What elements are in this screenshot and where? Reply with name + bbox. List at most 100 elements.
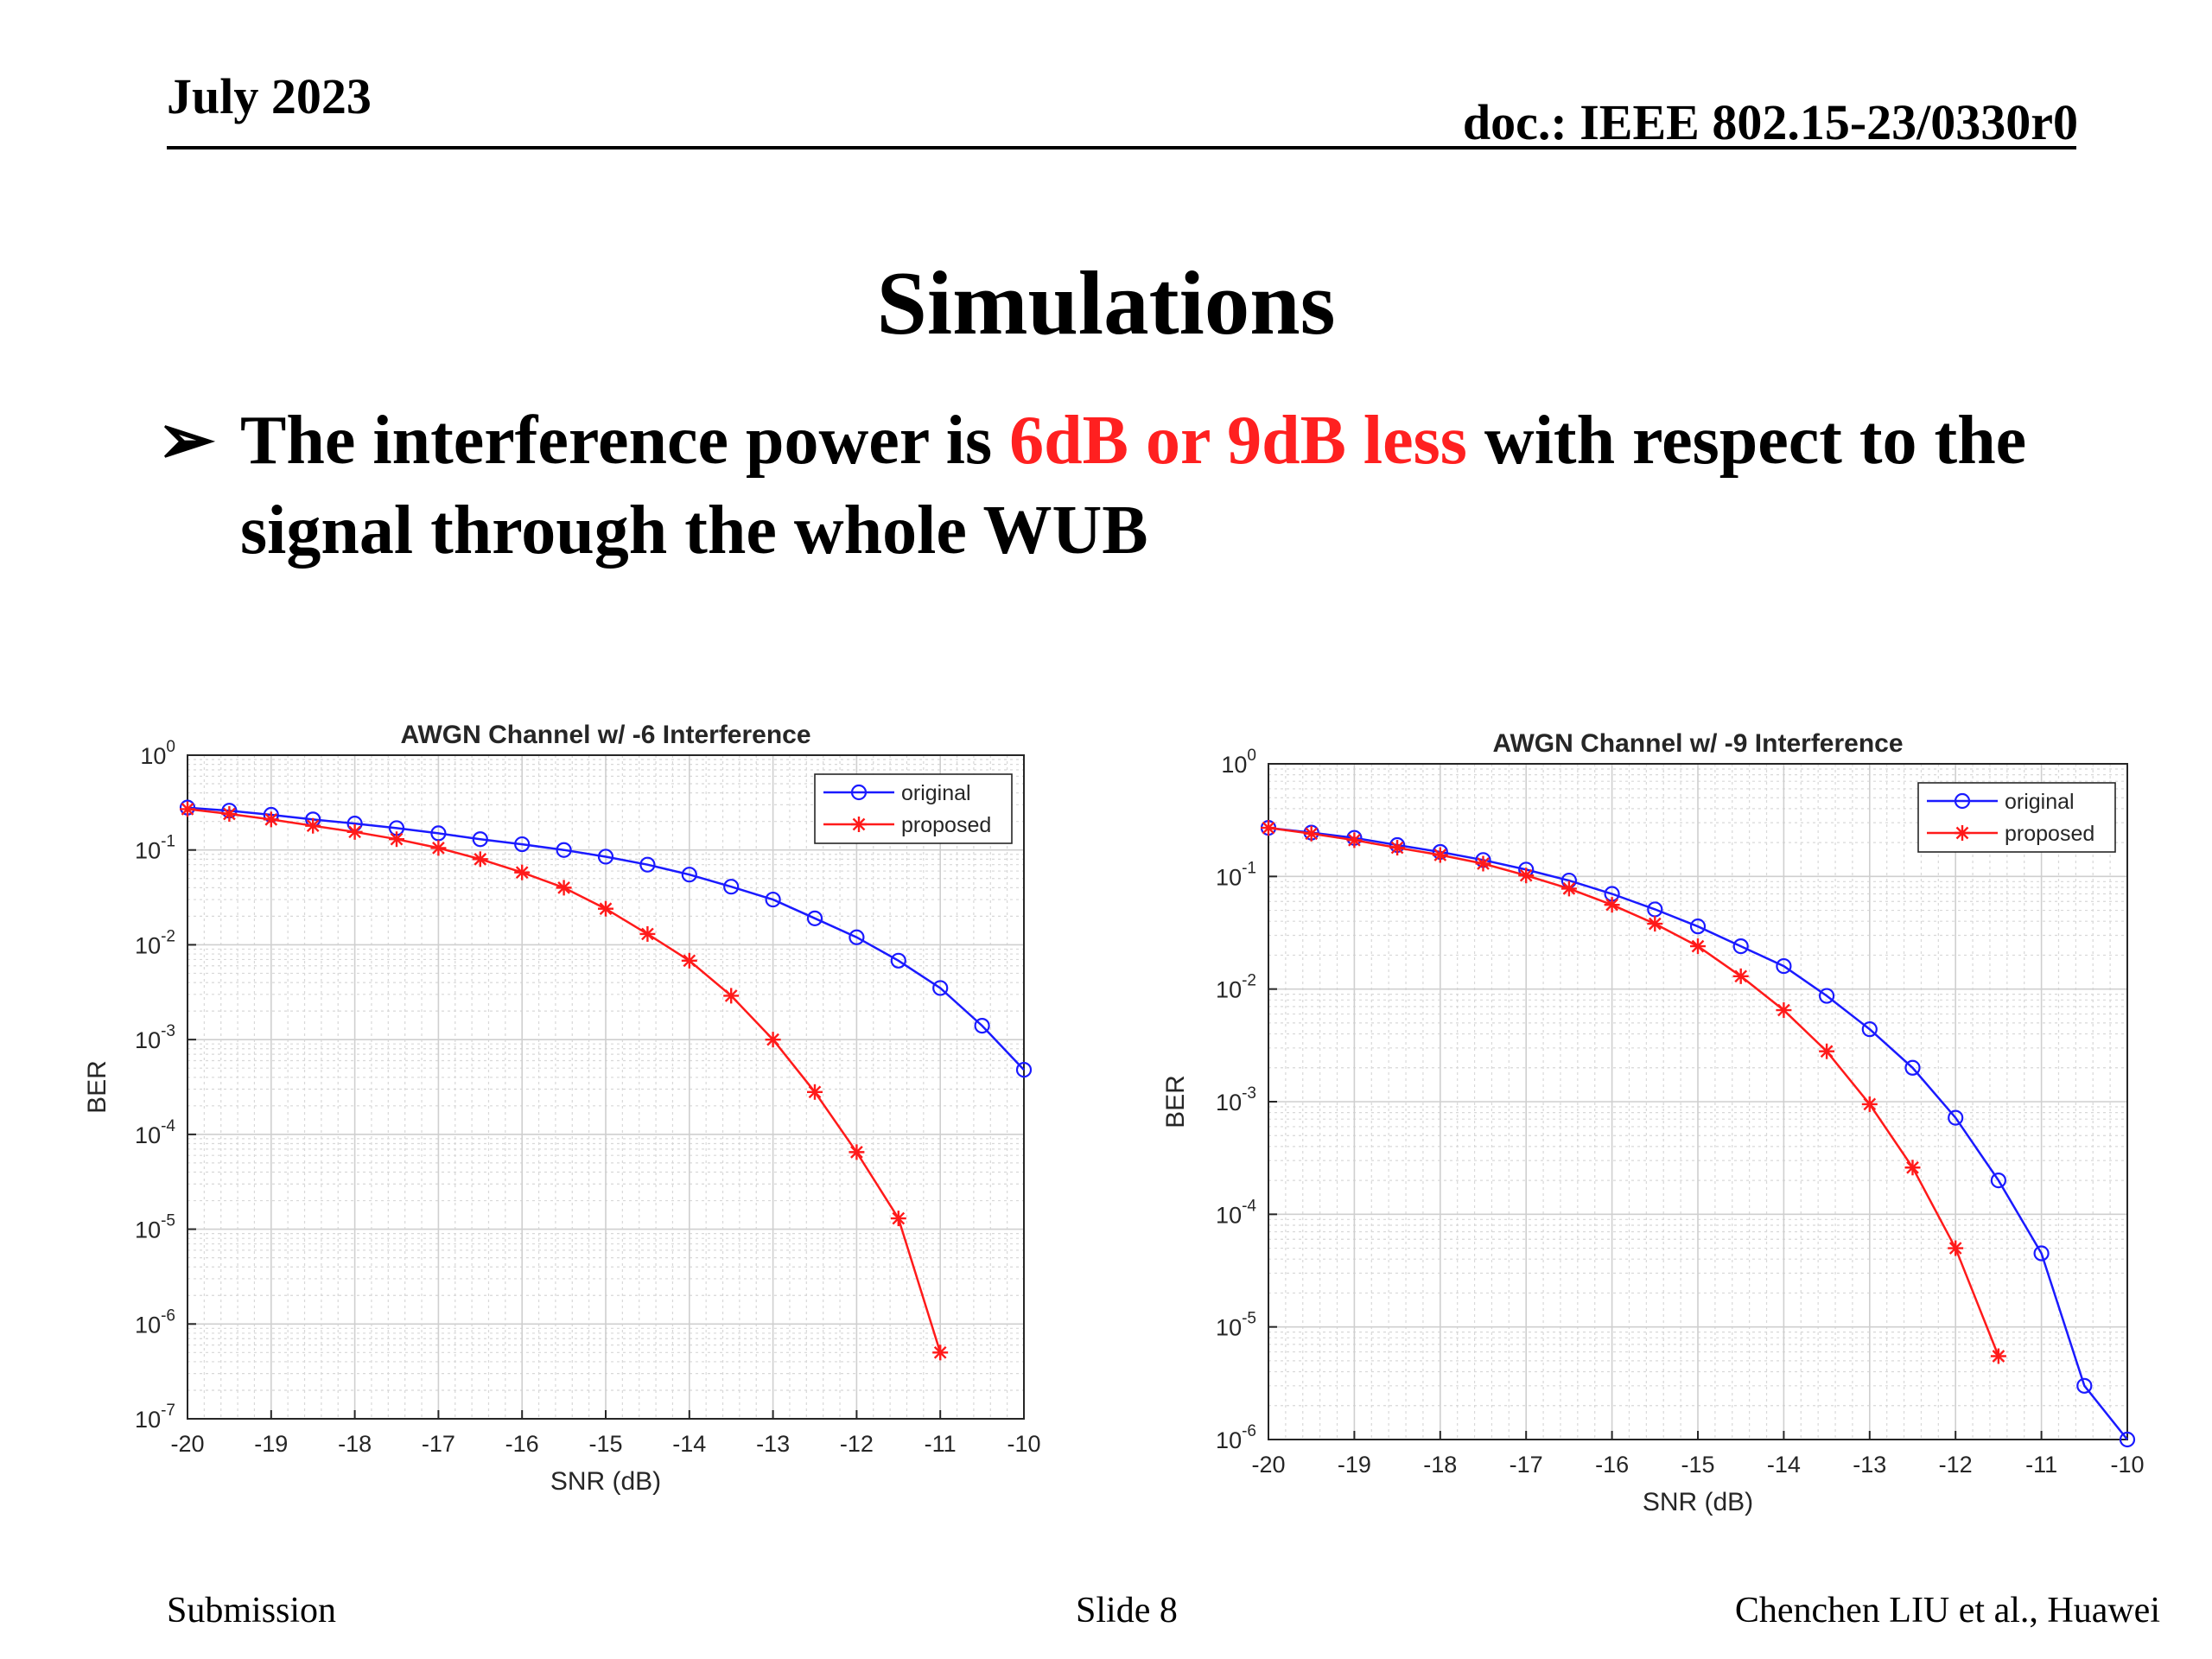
data-point-original (1732, 938, 1749, 955)
data-point-original (974, 1018, 990, 1034)
data-point-proposed (639, 925, 656, 942)
data-point-proposed (1475, 855, 1491, 872)
chart-svg-awgn-6: -20 -19 -18 -17 -16 -15 -14 -13 -12 -11 -10 100 10-1… (83, 721, 1041, 1496)
star-stroke (1948, 1242, 1962, 1255)
series-line-proposed (1268, 826, 2000, 1357)
data-point-proposed (221, 805, 238, 822)
data-point-original (1818, 988, 1835, 1004)
data-point-original (765, 891, 781, 908)
chart-title: AWGN Channel w/ -9 Interference (1492, 729, 1903, 758)
y-tick-label: 10-6 (135, 1306, 175, 1338)
x-tick-label: -20 (170, 1431, 204, 1457)
data-point-original (2033, 1245, 2050, 1262)
data-point-proposed (765, 1032, 781, 1048)
chart-title: AWGN Channel w/ -6 Interference (400, 721, 810, 749)
legend-marker (1955, 825, 1970, 841)
star-stroke (348, 825, 361, 839)
data-point-original (1904, 1059, 1921, 1076)
data-point-original (1990, 1172, 2007, 1189)
arrow-bullet-icon: ➢ (157, 403, 216, 479)
x-tick-label: -11 (2025, 1452, 2057, 1478)
legend-entry-original: original (901, 781, 971, 805)
data-point-proposed (1303, 825, 1319, 842)
data-point-proposed (1861, 1096, 1878, 1112)
star-stroke (1348, 833, 1361, 847)
data-point-proposed (1690, 938, 1706, 955)
star-stroke (1734, 969, 1748, 983)
data-point-original (2076, 1377, 2093, 1394)
data-point-original (514, 836, 531, 853)
x-tick-label: -11 (925, 1431, 957, 1457)
star-stroke (852, 817, 866, 831)
legend-entry-proposed: proposed (901, 813, 991, 837)
y-tick-label: 10-1 (1216, 859, 1256, 890)
data-point-original (1689, 918, 1707, 935)
x-tick-label: -14 (1767, 1452, 1801, 1478)
data-point-proposed (180, 801, 195, 817)
star-stroke (264, 813, 278, 826)
data-point-proposed (346, 823, 363, 840)
y-tick-label: 10-2 (1216, 972, 1256, 1003)
x-tick-label: -12 (840, 1431, 874, 1457)
data-point-original (1776, 957, 1792, 975)
star-stroke (306, 819, 320, 833)
star-stroke (1648, 917, 1662, 931)
data-point-proposed (1560, 880, 1577, 897)
header-date: July 2023 (167, 68, 372, 124)
data-point-original (556, 842, 572, 858)
data-point-proposed (1819, 1043, 1835, 1059)
y-tick-label: 10-3 (1216, 1084, 1256, 1116)
data-point-proposed (1261, 820, 1276, 836)
x-tick-label: -19 (254, 1431, 288, 1457)
star-stroke (1305, 827, 1319, 841)
footer-authors: Chenchen LIU et al., Huawei (1734, 1591, 2160, 1630)
data-point-original (2119, 1431, 2136, 1448)
data-point-original (1861, 1021, 1878, 1038)
data-point-proposed (890, 1211, 906, 1227)
star-stroke (599, 902, 613, 916)
data-point-proposed (305, 817, 321, 834)
legend-box (814, 773, 1013, 844)
star-stroke (557, 881, 570, 894)
footer-slide-number: Slide 8 (1076, 1591, 1178, 1630)
star-stroke (432, 842, 445, 855)
data-point-original (890, 952, 906, 969)
data-point-original (806, 910, 823, 926)
star-stroke (390, 832, 404, 846)
star-stroke (474, 852, 487, 866)
data-point-proposed (807, 1084, 823, 1100)
data-point-original (597, 849, 614, 865)
star-stroke (766, 1033, 779, 1046)
star-stroke (223, 807, 236, 821)
data-point-proposed (1518, 868, 1535, 884)
slide-title: Simulations (876, 252, 1336, 353)
star-stroke (1433, 849, 1447, 861)
legend-marker (850, 784, 868, 801)
x-tick-label: -13 (756, 1431, 790, 1457)
x-tick-label: -19 (1338, 1452, 1371, 1478)
y-tick-label: 10-3 (135, 1022, 175, 1053)
star-stroke (181, 803, 194, 816)
data-point-original (681, 867, 697, 883)
data-point-proposed (723, 988, 740, 1004)
x-tick-label: -14 (672, 1431, 706, 1457)
bullet-text-highlight: 6dB or 9dB less (1009, 403, 1467, 479)
star-stroke (1477, 857, 1490, 870)
data-point-proposed (849, 1144, 865, 1160)
star-stroke (1605, 898, 1618, 912)
star-stroke (1262, 821, 1275, 835)
star-stroke (1691, 939, 1705, 953)
major-grid (1268, 763, 2128, 1440)
y-tick-label: 100 (1221, 747, 1256, 778)
bullet-text-part: with respect to the signal through the w… (240, 403, 2027, 569)
legend-marker (1954, 792, 1971, 810)
data-point-proposed (1647, 916, 1663, 932)
y-axis-label: BER (1161, 1075, 1190, 1128)
star-stroke (1863, 1097, 1877, 1111)
x-tick-label: -18 (338, 1431, 372, 1457)
star-stroke (892, 1211, 906, 1225)
data-point-proposed (932, 1344, 949, 1361)
star-stroke (641, 927, 654, 941)
data-point-proposed (389, 831, 404, 848)
star-stroke (850, 1146, 863, 1159)
